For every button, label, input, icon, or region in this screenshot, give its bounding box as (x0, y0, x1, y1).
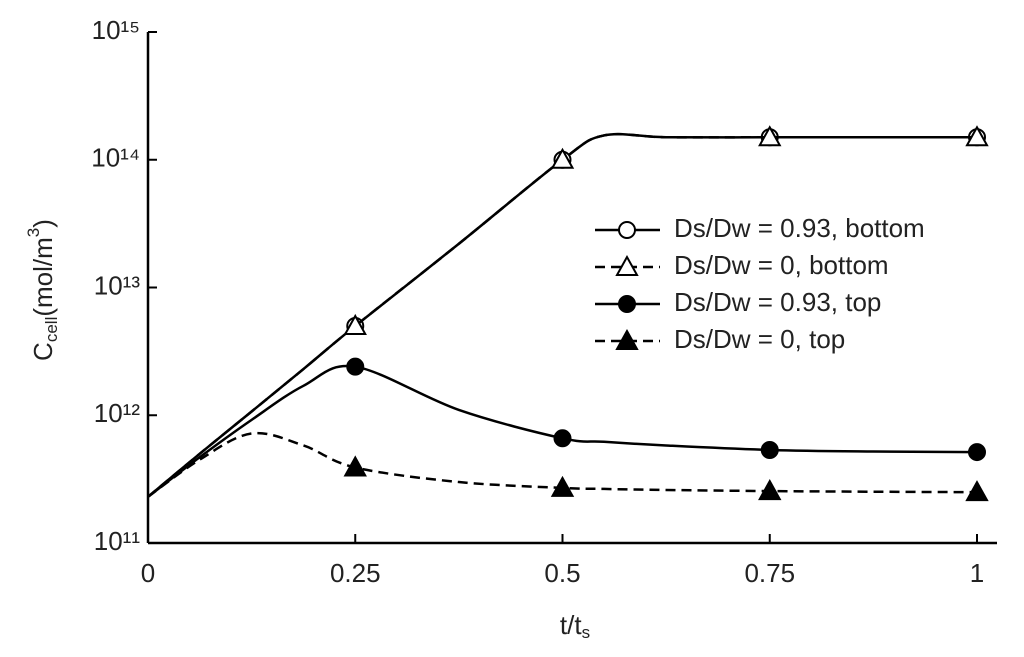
y-tick-label: 10¹¹ (94, 526, 141, 556)
legend-marker (615, 328, 639, 350)
y-tick-label: 10¹³ (94, 270, 141, 300)
legend-marker (618, 221, 636, 239)
series-line (147, 364, 978, 498)
y-label-part: C (28, 342, 58, 361)
y-label-part: (mol/m (28, 237, 58, 316)
marker (760, 440, 779, 459)
legend-label: Ds/Dw = 0, bottom (674, 250, 889, 280)
marker (758, 479, 782, 501)
x-axis-label: t/ts (560, 610, 590, 643)
y-label-part: ) (28, 219, 58, 228)
x-label-part: t/t (560, 610, 582, 640)
x-tick-label: 0 (141, 558, 155, 588)
marker (343, 455, 367, 477)
legend-marker (618, 295, 636, 313)
marker (550, 475, 575, 497)
y-label-sub: cell (42, 317, 61, 343)
y-tick-label: 10¹⁵ (92, 15, 140, 45)
y-tick-label: 10¹² (94, 398, 141, 428)
series-line (147, 132, 977, 498)
y-axis-label: Ccell(mol/m3) (24, 219, 61, 361)
legend-label: Ds/Dw = 0.93, bottom (674, 213, 925, 243)
y-label-sup: 3 (24, 228, 43, 237)
series-line (147, 431, 978, 498)
marker (965, 480, 989, 502)
x-tick-label: 0.5 (544, 558, 580, 588)
x-label-sub: s (582, 623, 591, 642)
marker (758, 125, 782, 147)
x-tick-label: 1 (970, 558, 984, 588)
legend-label: Ds/Dw = 0.93, top (674, 287, 881, 317)
marker (553, 429, 572, 448)
marker (346, 357, 365, 376)
x-tick-label: 0.75 (744, 558, 795, 588)
x-tick-label: 0.25 (330, 558, 381, 588)
legend-label: Ds/Dw = 0, top (674, 324, 845, 354)
marker (343, 313, 367, 335)
marker (965, 125, 989, 147)
marker (550, 147, 575, 169)
legend-marker (615, 254, 639, 276)
y-tick-label: 10¹⁴ (91, 143, 140, 173)
marker (968, 443, 986, 462)
